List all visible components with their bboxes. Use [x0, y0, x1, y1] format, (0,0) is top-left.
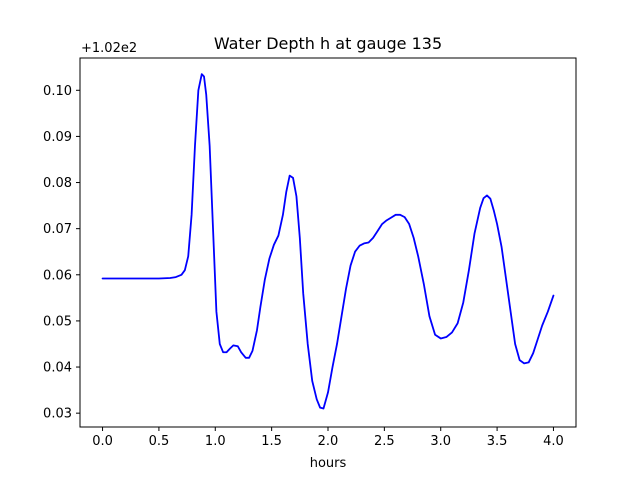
y-tick-label: 0.04 — [43, 361, 72, 376]
y-tick-label: 0.07 — [43, 222, 72, 237]
plot-area: 0.0 0.5 1.0 1.5 2.0 2.5 3.0 3.5 4.0 0.03 0.04 0.05 0… — [43, 57, 577, 449]
x-tick-label: 4.0 — [543, 434, 564, 449]
y-tick-label: 0.05 — [43, 314, 72, 329]
x-tick-label: 0.5 — [149, 434, 170, 449]
x-tick-label: 2.5 — [374, 434, 395, 449]
x-axis-label: hours — [310, 456, 347, 471]
x-tick-label: 1.5 — [261, 434, 282, 449]
y-tick-label: 0.06 — [43, 268, 72, 283]
y-tick-label: 0.09 — [43, 130, 72, 145]
y-offset-label: +1.02e2 — [81, 41, 137, 56]
x-tick-label: 2.0 — [318, 434, 339, 449]
x-tick-label: 1.0 — [205, 434, 226, 449]
chart-title: Water Depth h at gauge 135 — [214, 34, 442, 53]
x-tick-label: 3.5 — [487, 434, 508, 449]
y-tick-label: 0.08 — [43, 176, 72, 191]
x-tick-label: 0.0 — [92, 434, 113, 449]
series-line-0 — [101, 73, 555, 410]
x-tick-label: 3.0 — [430, 434, 451, 449]
y-tick-label: 0.03 — [43, 407, 72, 422]
y-tick-label: 0.10 — [43, 84, 72, 99]
